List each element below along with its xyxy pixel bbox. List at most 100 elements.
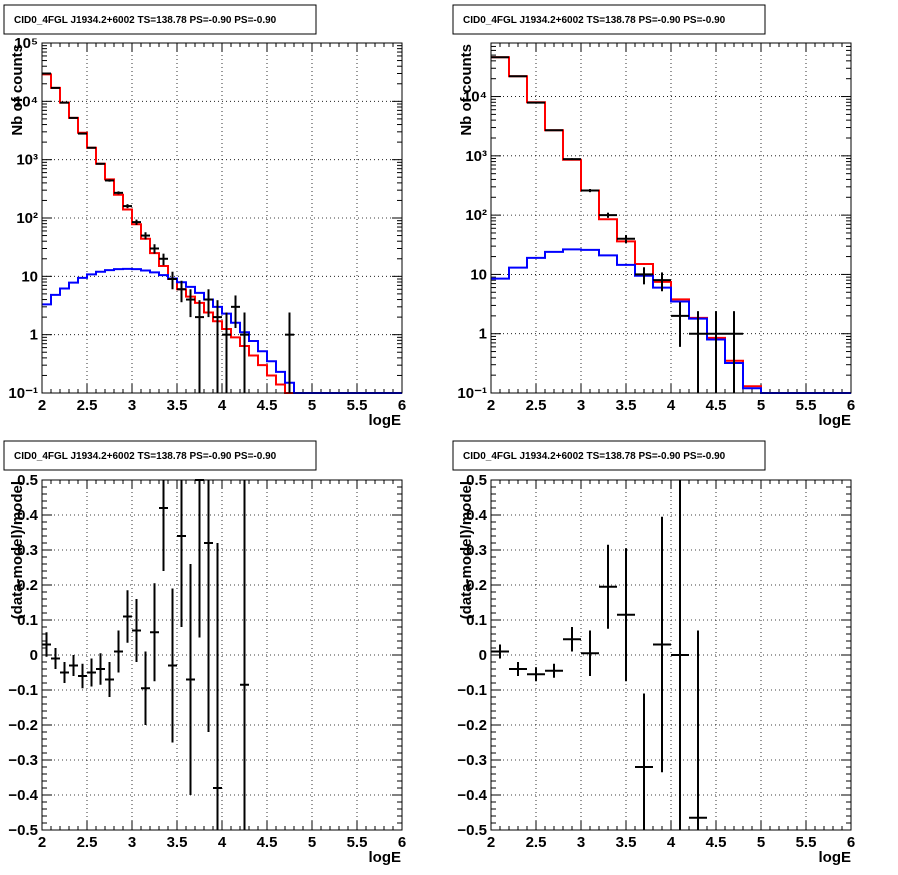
panel-title: CID0_4FGL J1934.2+6002 TS=138.78 PS=-0.9… xyxy=(14,451,277,462)
x-tick-label: 6 xyxy=(398,397,406,414)
data-point xyxy=(285,312,294,393)
x-tick-label: 3 xyxy=(577,834,585,851)
x-tick-label: 3 xyxy=(577,397,585,414)
plot-area: 2 2.5 3 3.5 4 4.5 5 5.5 6 −0.5 −0.4 −0.3 −0.2 −0.1 0 0.… xyxy=(8,472,406,851)
y-tick-label: 0.2 xyxy=(17,577,38,594)
plot-area: 2 2.5 3 3.5 4 4.5 5 5.5 6 10⁻¹ 1 10 10² 10³ 10⁴ 10⁵ xyxy=(8,35,406,414)
data-point xyxy=(240,312,249,393)
x-tick-label: 5.5 xyxy=(796,397,817,414)
title-box xyxy=(452,440,766,471)
data-point xyxy=(168,271,177,290)
x-tick-label: 5 xyxy=(757,397,765,414)
x-tick-label: 3.5 xyxy=(616,397,637,414)
x-tick-label: 6 xyxy=(847,397,855,414)
residual-point xyxy=(87,658,96,687)
data-point xyxy=(617,234,635,244)
y-tick-label: 0.5 xyxy=(17,472,38,489)
plot-frame xyxy=(41,479,403,831)
y-tick-label: −0.1 xyxy=(8,682,38,699)
x-tick-label: 2 xyxy=(38,397,46,414)
y-tick-label: −0.5 xyxy=(457,822,487,839)
data-point xyxy=(707,311,725,393)
x-axis-label: logE xyxy=(819,412,852,429)
x-tick-label: 5.5 xyxy=(347,834,368,851)
residual-point xyxy=(635,693,653,830)
data-point xyxy=(222,312,231,393)
residual-point xyxy=(177,480,186,627)
data-point xyxy=(132,219,141,225)
y-tick-label: 0.5 xyxy=(466,472,487,489)
y-tick-label: −0.3 xyxy=(457,752,487,769)
data-point xyxy=(87,146,96,149)
residual-point xyxy=(195,479,204,638)
y-tick-label: 0.4 xyxy=(466,507,488,524)
residual-point xyxy=(42,632,51,657)
y-tick-label: 10 xyxy=(21,268,38,285)
x-tick-label: 2 xyxy=(487,834,495,851)
y-tick-label: 0.1 xyxy=(466,612,487,629)
model-source-line xyxy=(491,248,851,394)
residual-point xyxy=(186,564,195,795)
residual-point xyxy=(599,544,617,629)
y-tick-label: −0.5 xyxy=(8,822,38,839)
data-point xyxy=(725,311,743,393)
y-tick-label: 10³ xyxy=(465,148,487,165)
x-tick-label: 2.5 xyxy=(526,834,547,851)
residual-panel-left: CID0_4FGL J1934.2+6002 TS=138.78 PS=-0.9… xyxy=(3,440,406,866)
x-tick-label: 4.5 xyxy=(257,834,278,851)
x-tick-label: 5 xyxy=(308,397,316,414)
x-tick-label: 5.5 xyxy=(796,834,817,851)
data-point xyxy=(581,188,599,193)
y-tick-label: −0.4 xyxy=(8,787,38,804)
residual-point xyxy=(60,662,69,683)
x-tick-label: 3.5 xyxy=(616,834,637,851)
residual-point xyxy=(204,480,213,732)
y-tick-label: 0.4 xyxy=(17,507,39,524)
y-tick-label: −0.2 xyxy=(8,717,38,734)
x-tick-label: 4 xyxy=(218,397,227,414)
y-tick-label: 10⁻¹ xyxy=(457,385,487,402)
panel-title: CID0_4FGL J1934.2+6002 TS=138.78 PS=-0.9… xyxy=(463,451,726,462)
data-point xyxy=(105,179,114,182)
y-tick-label: 0 xyxy=(479,647,487,664)
residual-point xyxy=(653,516,671,773)
counts-panel-left: CID0_4FGL J1934.2+6002 TS=138.78 PS=-0.9… xyxy=(3,4,406,429)
plot-frame xyxy=(490,42,852,394)
x-tick-label: 2.5 xyxy=(526,397,547,414)
data-point xyxy=(96,162,105,165)
x-tick-label: 2 xyxy=(38,834,46,851)
residual-point xyxy=(105,662,114,697)
plot-frame xyxy=(41,42,403,394)
y-tick-label: −0.3 xyxy=(8,752,38,769)
data-point xyxy=(527,101,545,104)
data-point xyxy=(123,204,132,209)
y-axis-label: Nb of counts xyxy=(458,44,475,136)
data-point xyxy=(671,302,689,347)
residual-panel-right: CID0_4FGL J1934.2+6002 TS=138.78 PS=-0.9… xyxy=(452,440,855,866)
data-point xyxy=(563,158,581,161)
residual-point xyxy=(491,644,509,659)
y-tick-label: −0.2 xyxy=(457,717,487,734)
x-tick-label: 4.5 xyxy=(257,397,278,414)
data-point xyxy=(599,212,617,218)
title-box xyxy=(3,4,317,35)
y-tick-label: −0.4 xyxy=(457,787,487,804)
panel-title: CID0_4FGL J1934.2+6002 TS=138.78 PS=-0.9… xyxy=(463,15,726,26)
x-tick-label: 5 xyxy=(308,834,316,851)
data-point xyxy=(186,289,195,318)
model-total-line xyxy=(42,73,402,394)
data-point xyxy=(213,300,222,393)
y-tick-label: 10⁵ xyxy=(14,35,38,52)
residual-point xyxy=(240,480,249,830)
residual-point xyxy=(114,630,123,673)
x-tick-label: 3.5 xyxy=(167,397,188,414)
y-tick-label: 10³ xyxy=(16,152,38,169)
residual-point xyxy=(141,651,150,725)
x-tick-label: 3 xyxy=(128,397,136,414)
data-point xyxy=(204,289,213,318)
residual-point xyxy=(671,480,689,830)
plot-frame xyxy=(490,479,852,831)
x-tick-label: 2.5 xyxy=(77,397,98,414)
data-point xyxy=(141,232,150,240)
y-tick-label: −0.1 xyxy=(457,682,487,699)
